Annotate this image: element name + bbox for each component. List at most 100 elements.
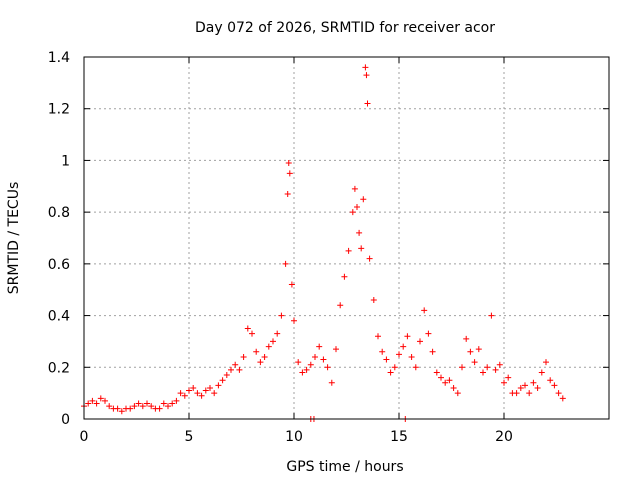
data-point	[345, 247, 352, 254]
grid-lines	[84, 57, 609, 419]
y-tick-label: 0	[61, 412, 70, 428]
data-point	[522, 382, 528, 389]
y-tick-label: 0.2	[48, 360, 70, 376]
data-point	[177, 390, 184, 397]
data-point	[286, 170, 293, 177]
data-point	[253, 348, 260, 355]
axis-ticks	[83, 56, 609, 420]
data-point	[547, 377, 554, 384]
data-point	[307, 361, 314, 368]
data-point	[454, 390, 461, 397]
data-point	[358, 245, 365, 252]
data-point	[114, 405, 121, 412]
data-point	[144, 400, 150, 407]
data-point	[408, 353, 415, 360]
data-point	[265, 343, 272, 350]
data-point	[257, 359, 264, 366]
data-point	[232, 361, 239, 368]
y-tick-label: 0.8	[48, 205, 70, 221]
y-tick-label: 0.4	[48, 309, 70, 325]
data-point	[228, 366, 234, 373]
data-point	[285, 160, 292, 167]
data-point	[446, 377, 453, 384]
data-point	[186, 387, 192, 394]
data-point	[517, 384, 524, 391]
data-point	[288, 281, 295, 288]
data-point	[383, 356, 390, 363]
data-point	[391, 364, 398, 371]
data-point	[181, 392, 188, 399]
data-point	[450, 384, 457, 391]
data-point	[551, 382, 558, 389]
data-point	[364, 100, 371, 107]
y-tick-label: 1.2	[48, 102, 70, 118]
data-point	[211, 390, 218, 397]
data-point	[354, 203, 360, 210]
data-point	[270, 338, 276, 345]
data-point	[131, 403, 138, 410]
data-point	[412, 364, 419, 371]
data-point	[496, 361, 503, 368]
data-point	[475, 346, 482, 353]
data-point	[328, 379, 335, 386]
data-point	[160, 400, 167, 407]
data-point	[291, 317, 297, 324]
data-point	[240, 353, 247, 360]
data-point	[316, 343, 323, 350]
data-point	[261, 353, 268, 360]
data-point	[349, 209, 356, 216]
data-point	[417, 338, 423, 345]
y-axis-label: SRMTID / TECUs	[6, 182, 22, 295]
data-point	[501, 379, 507, 386]
data-point	[282, 260, 289, 267]
data-point	[438, 374, 444, 381]
data-point	[249, 330, 255, 337]
data-point	[215, 382, 222, 389]
data-point	[425, 330, 432, 337]
data-point	[173, 397, 180, 404]
data-point	[85, 400, 92, 407]
data-point	[295, 359, 302, 366]
x-axis-label: GPS time / hours	[286, 459, 403, 475]
data-point	[396, 351, 402, 358]
chart-title: Day 072 of 2026, SRMTID for receiver aco…	[195, 20, 495, 36]
data-point	[404, 333, 411, 340]
data-point	[459, 364, 465, 371]
data-points	[81, 64, 566, 422]
data-point	[400, 343, 407, 350]
y-tick-label: 1	[61, 153, 70, 169]
data-point	[360, 196, 367, 203]
data-point	[202, 387, 209, 394]
data-point	[534, 384, 541, 391]
x-tick-label: 20	[495, 429, 513, 445]
data-point	[513, 390, 520, 397]
data-point	[433, 369, 440, 376]
data-point	[97, 395, 104, 402]
data-point	[190, 384, 197, 391]
data-point	[106, 403, 113, 410]
data-point	[341, 273, 348, 280]
data-point	[219, 377, 226, 384]
y-tick-label: 0.6	[48, 257, 70, 273]
data-point	[379, 348, 386, 355]
data-point	[530, 379, 537, 386]
data-point	[236, 366, 243, 373]
data-point	[320, 356, 327, 363]
data-point	[463, 335, 470, 342]
data-point	[274, 330, 281, 337]
tick-labels: 0 5 10 15 20 0 0.2 0.4 0.6 0.8 1 1.2 1.4	[48, 50, 513, 445]
y-tick-label: 1.4	[48, 50, 70, 66]
data-point	[165, 403, 171, 410]
data-point	[484, 364, 491, 371]
data-point	[543, 359, 549, 366]
data-point	[89, 397, 96, 404]
data-point	[337, 302, 344, 309]
data-point	[223, 372, 230, 379]
data-point	[421, 307, 428, 314]
data-point	[118, 408, 125, 415]
x-tick-label: 10	[285, 429, 303, 445]
x-tick-label: 5	[185, 429, 194, 445]
data-point	[387, 369, 394, 376]
data-point	[555, 390, 562, 397]
